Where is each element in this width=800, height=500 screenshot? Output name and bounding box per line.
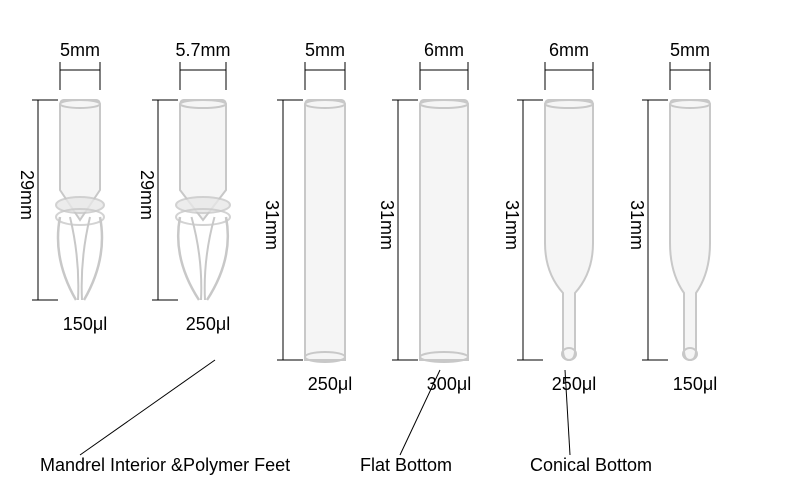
vial-2: [305, 100, 345, 362]
vial-0: [56, 100, 104, 300]
vial-5: [670, 100, 710, 360]
vial-4: [545, 100, 593, 360]
vial-3: [420, 100, 468, 362]
vial-1: [176, 100, 230, 300]
